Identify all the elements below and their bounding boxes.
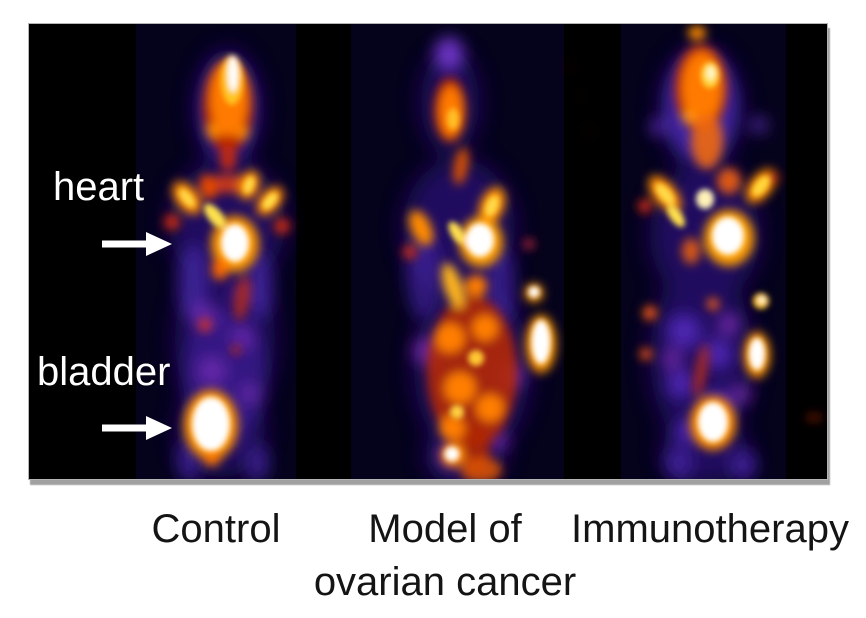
bladder-arrow-icon [102, 416, 172, 440]
caption-model-of-ovarian-cancer: Model of ovarian cancer [314, 503, 576, 609]
mouse-control-bright-cores [179, 55, 278, 451]
mouse-scan-model-ovarian-cancer [351, 24, 593, 479]
caption-model-line2: ovarian cancer [313, 560, 577, 604]
caption-model-line1: Model of [368, 507, 522, 551]
heart-label: heart [53, 165, 145, 209]
caption-control-line1: Control [151, 507, 281, 551]
mouse-model-bright-cores [444, 108, 551, 462]
pet-scan-image [29, 24, 827, 479]
caption-immunotherapy-line1: Immunotherapy [571, 507, 849, 551]
mouse-immuno-bright-cores [655, 62, 770, 442]
heart-arrow-icon [102, 232, 172, 256]
caption-immunotherapy: Immunotherapy [571, 503, 849, 556]
mouse-scan-immunotherapy [621, 24, 821, 479]
control-brain-hotspot [228, 56, 238, 92]
bladder-label: bladder [37, 350, 171, 394]
mouse-scan-control [136, 24, 296, 479]
caption-control: Control [152, 503, 281, 556]
pet-scan-figure: heart bladder [28, 23, 828, 480]
